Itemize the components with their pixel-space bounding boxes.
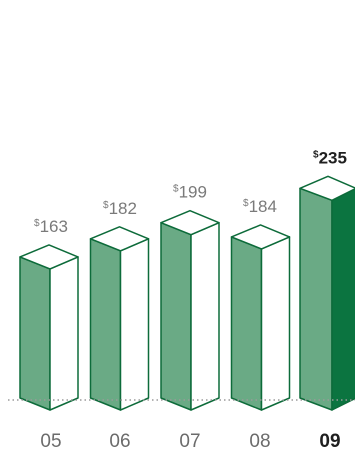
x-tick-label-09: 09 (319, 431, 340, 452)
bar-top-cap (299, 175, 355, 202)
value-label-09: $235 (313, 148, 347, 167)
bar-side-face (119, 238, 150, 411)
value-label-06: $182 (103, 199, 137, 218)
bar-07 (160, 209, 220, 411)
bar-top-cap (230, 224, 291, 250)
bar-top-cap (160, 209, 220, 236)
bar-side-face (331, 188, 355, 411)
bar-front-face (230, 236, 263, 411)
bar-top-cap (89, 226, 150, 252)
bar-front-face (299, 187, 333, 411)
x-tick-label-05: 05 (40, 431, 61, 452)
value-label-05: $163 (34, 217, 68, 236)
bar-front-face (89, 238, 122, 411)
value-label-07: $199 (173, 183, 207, 202)
bar-front-face (160, 221, 192, 411)
bar-08 (230, 224, 291, 411)
bar-side-face (260, 236, 291, 411)
value-labels-group: $163 $182 $199 $184 $235 (34, 148, 347, 236)
bar-06 (89, 226, 150, 411)
x-tick-labels-group: 05 06 07 08 09 (40, 431, 340, 452)
bars-group (19, 175, 355, 411)
bar-side-face (190, 221, 220, 411)
value-label-08: $184 (243, 197, 277, 216)
bar-side-face (49, 256, 79, 411)
bar-top-cap (19, 244, 79, 270)
x-tick-label-06: 06 (109, 431, 130, 452)
bar-09 (299, 175, 355, 411)
x-tick-label-07: 07 (179, 431, 200, 452)
bar-05 (19, 244, 79, 411)
bar-front-face (19, 256, 51, 411)
x-tick-label-08: 08 (249, 431, 270, 452)
